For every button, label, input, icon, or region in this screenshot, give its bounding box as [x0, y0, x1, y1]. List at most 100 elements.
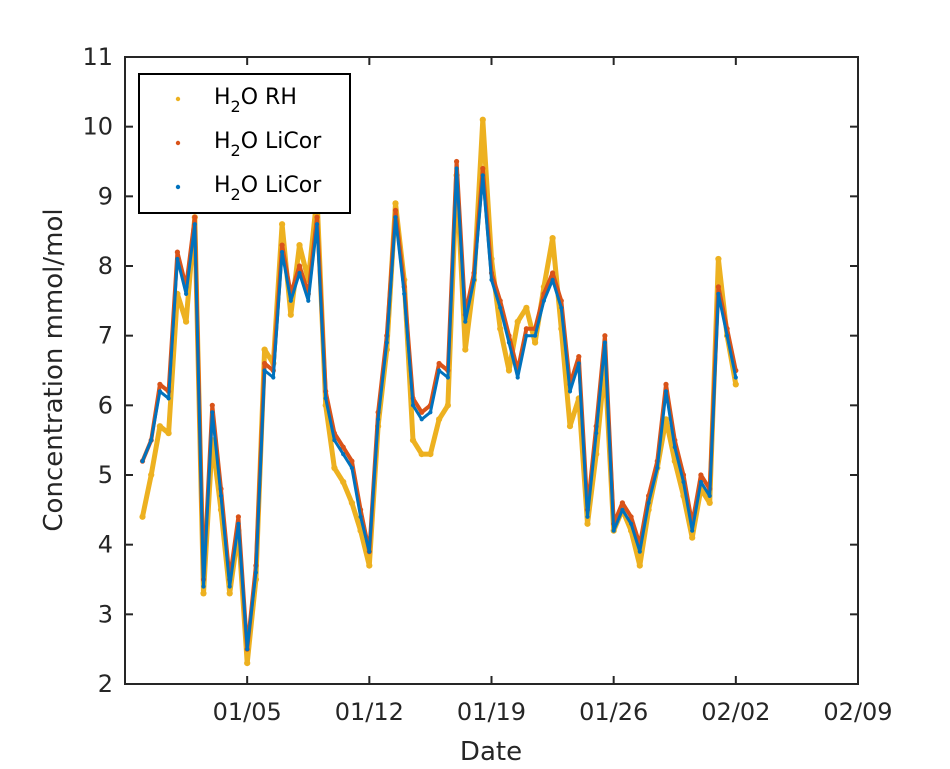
- data-point: [733, 375, 738, 380]
- data-point: [331, 464, 338, 472]
- data-point: [157, 389, 162, 394]
- data-point: [262, 360, 268, 367]
- y-tick-label: 11: [82, 43, 113, 71]
- data-point: [235, 514, 241, 520]
- data-point: [288, 298, 293, 303]
- data-point: [454, 166, 459, 171]
- data-point: [584, 520, 591, 527]
- data-point: [602, 333, 608, 339]
- data-point: [296, 263, 303, 269]
- data-point: [253, 570, 258, 575]
- legend-label-rh-h: H: [214, 85, 231, 110]
- data-point: [358, 514, 363, 519]
- data-point: [690, 528, 695, 533]
- data-point: [725, 333, 730, 338]
- data-point: [314, 222, 320, 227]
- data-point: [332, 438, 337, 443]
- data-point: [471, 277, 477, 282]
- x-tick-label: 02/09: [823, 698, 892, 726]
- data-point: [148, 471, 155, 479]
- data-point: [192, 214, 198, 220]
- data-point: [514, 318, 521, 325]
- data-point: [340, 478, 347, 486]
- data-point: [140, 459, 145, 464]
- data-point: [418, 451, 425, 458]
- data-point: [349, 465, 354, 471]
- data-point: [550, 277, 555, 282]
- data-point: [348, 499, 355, 506]
- data-point: [297, 270, 302, 276]
- data-point: [732, 381, 739, 388]
- data-point: [323, 396, 328, 401]
- data-point: [271, 375, 276, 380]
- data-point: [454, 158, 460, 165]
- data-point: [462, 346, 469, 353]
- data-point: [437, 368, 442, 373]
- data-point: [663, 381, 669, 387]
- data-point: [376, 417, 381, 422]
- data-point: [541, 298, 547, 303]
- data-point: [314, 214, 320, 220]
- data-point: [287, 311, 294, 318]
- data-point: [409, 437, 417, 444]
- y-axis: 2 3 4 5 6 7 8 9 10 11: [82, 43, 858, 698]
- data-point: [279, 221, 286, 228]
- data-point: [419, 409, 425, 415]
- data-point: [463, 319, 468, 324]
- data-point: [183, 318, 190, 325]
- y-tick-label: 8: [98, 252, 113, 280]
- x-tick-label: 02/02: [701, 698, 770, 726]
- x-axis-title: Date: [460, 737, 522, 767]
- data-point: [567, 389, 573, 394]
- data-point: [706, 499, 713, 506]
- data-point: [149, 438, 154, 443]
- data-point: [349, 458, 355, 464]
- y-axis-title: Concentration mmol/mol: [39, 208, 69, 531]
- data-point: [419, 417, 424, 422]
- data-point: [480, 173, 485, 178]
- data-point: [156, 423, 163, 430]
- data-point: [174, 249, 180, 255]
- data-point: [550, 270, 556, 276]
- y-tick-label: 10: [82, 113, 113, 141]
- data-point: [655, 465, 660, 471]
- data-point: [498, 305, 503, 310]
- data-point: [715, 255, 722, 263]
- legend-entry-rh: H2O RH: [175, 85, 297, 116]
- x-tick-label: 01/26: [579, 698, 648, 726]
- data-point: [192, 222, 197, 227]
- svg-text:H2O LiCor: H2O LiCor: [214, 173, 322, 204]
- y-tick-label: 6: [98, 391, 113, 419]
- x-axis: 01/05 01/12 01/19 01/26 02/02 02/09: [213, 57, 893, 726]
- data-point: [707, 493, 712, 498]
- data-point: [671, 458, 678, 465]
- data-point: [716, 291, 721, 296]
- y-tick-label: 4: [98, 531, 113, 559]
- x-tick-label: 01/19: [457, 698, 526, 726]
- data-point: [489, 277, 494, 282]
- legend-entry-licor-red: H2O LiCor: [175, 129, 323, 160]
- data-point: [280, 250, 285, 255]
- data-point: [427, 451, 434, 458]
- data-point: [201, 584, 206, 589]
- data-point: [393, 215, 398, 220]
- data-point: [166, 396, 171, 401]
- legend-entry-licor-blue: H2O LiCor: [175, 173, 322, 204]
- data-point: [636, 562, 643, 569]
- legend-label-licor-red-rest: O LiCor: [241, 129, 323, 154]
- legend-label-licor-blue-rest: O LiCor: [241, 173, 323, 198]
- data-point: [436, 416, 443, 423]
- data-point: [532, 339, 539, 346]
- data-point: [296, 242, 303, 249]
- data-point: [585, 514, 590, 519]
- legend-marker-rh: [175, 96, 181, 102]
- data-point: [392, 200, 399, 207]
- data-point: [184, 291, 189, 296]
- x-tick-label: 01/12: [335, 698, 404, 726]
- data-point: [445, 375, 450, 380]
- data-point: [689, 534, 696, 541]
- data-point: [200, 590, 207, 597]
- data-point: [428, 410, 433, 415]
- data-point: [602, 340, 608, 345]
